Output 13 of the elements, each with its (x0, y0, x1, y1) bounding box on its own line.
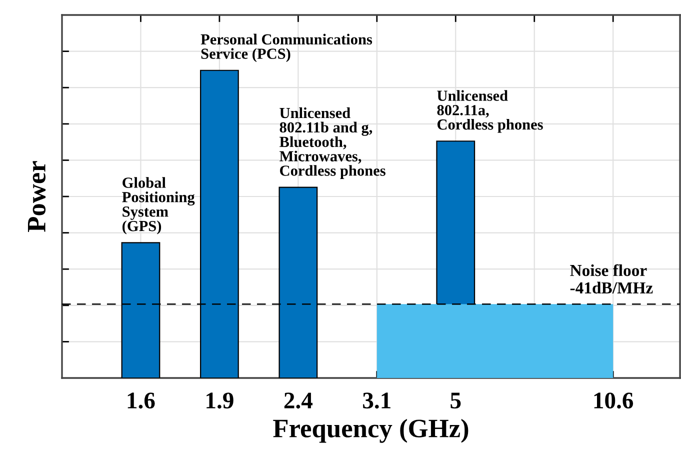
x-tick-label: 2.4 (284, 392, 312, 409)
annotation: Personal Communications Service (PCS) (200, 34, 372, 62)
x-tick-label: 10.6 (594, 392, 634, 409)
x-tick-label: 5 (450, 392, 461, 409)
annotation: Global Positioning System (GPS) (122, 177, 195, 234)
x-tick-label: 3.1 (363, 392, 390, 409)
ref-line-label: Noise floor -41dB/MHz (570, 264, 653, 294)
x-tick-label: 1.6 (128, 392, 155, 409)
annotation: Unlicensed 802.11b and g, Bluetooth, Microwaves, Cordless phones (280, 107, 386, 179)
y-axis-title: Power (28, 161, 46, 232)
x-tick-label: 1.9 (206, 392, 234, 409)
x-axis-title: Frequency (GHz) (273, 418, 468, 443)
annotation: Unlicensed 802.11a, Cordless phones (437, 90, 543, 133)
